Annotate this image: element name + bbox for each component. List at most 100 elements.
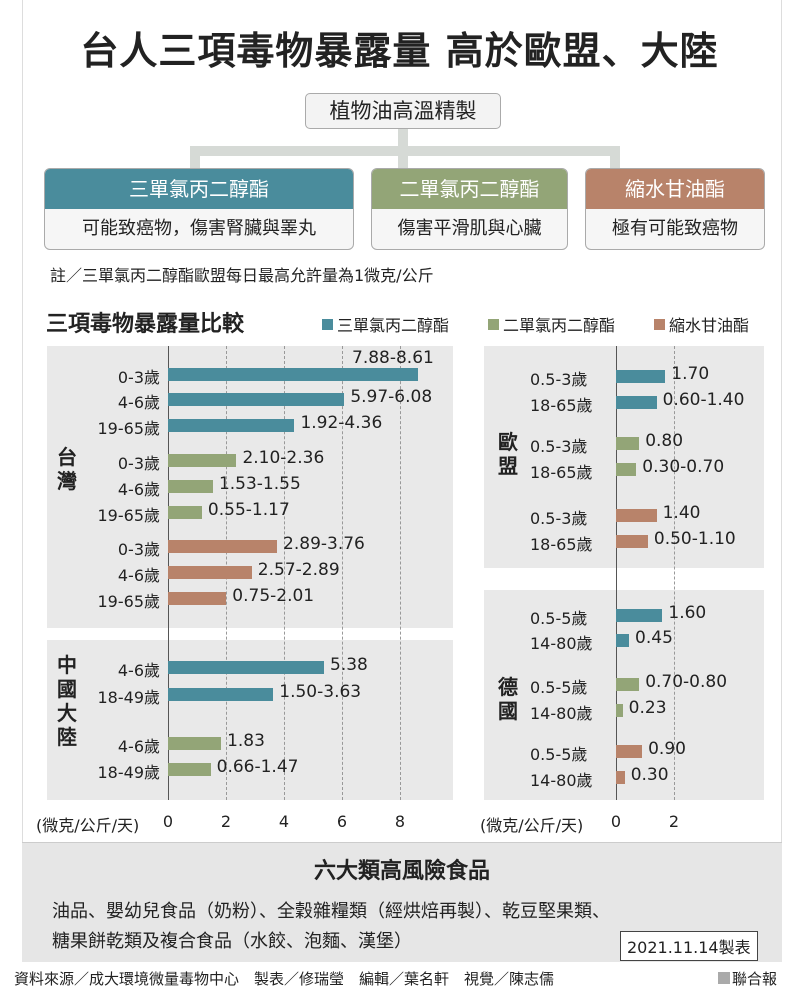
region-label: 台灣: [57, 445, 77, 493]
connector: [398, 146, 408, 170]
row-age-label: 4-6歲: [117, 393, 160, 412]
row-age-label: 4-6歲: [117, 566, 160, 585]
toxin-box-2mcpde: 二單氯丙二醇酯 傷害平滑肌與心臟: [371, 168, 568, 250]
row-age-label: 4-6歲: [117, 737, 160, 756]
chart-title: 三項毒物暴露量比較: [46, 312, 245, 337]
bar-value-label: 0.66-1.47: [216, 757, 299, 777]
bar: [616, 745, 643, 758]
toxin-box-3mcpde: 三單氯丙二醇酯 可能致癌物，傷害腎臟與睪丸: [44, 168, 354, 250]
toxin-effect: 傷害平滑肌與心臟: [397, 218, 542, 239]
row-age-label: 14-80歲: [530, 634, 593, 653]
chart-panel: [484, 346, 764, 568]
brand-name: 聯合報: [732, 970, 778, 988]
toxin-box-ge: 縮水甘油酯 極有可能致癌物: [585, 168, 765, 250]
bar-value-label: 0.55-1.17: [207, 500, 290, 520]
row-age-label: 0.5-3歲: [530, 509, 588, 528]
row-age-label: 18-65歲: [530, 396, 593, 415]
page-title: 台人三項毒物暴露量 高於歐盟、大陸: [80, 29, 719, 73]
x-tick-label: 6: [336, 812, 348, 831]
bar: [168, 454, 237, 467]
bar: [616, 704, 623, 717]
legend-item: 三單氯丙二醇酯: [322, 312, 449, 336]
note: 註／三單氯丙二醇酯歐盟每日最高允許量為1微克/公斤: [50, 266, 434, 285]
row-age-label: 19-65歲: [97, 419, 161, 438]
x-tick-label: 2: [668, 812, 680, 831]
bar-value-label: 5.38: [330, 655, 368, 675]
row-age-label: 19-65歲: [97, 506, 161, 525]
toxin-name: 三單氯丙二醇酯: [45, 169, 353, 209]
foods-line: 油品、嬰幼兒食品（奶粉）、全穀雜糧類（經烘焙再製）、乾豆堅果類、: [52, 901, 610, 922]
bar-value-label: 2.89-3.76: [283, 534, 365, 554]
y-axis-line: [616, 346, 617, 800]
row-age-label: 19-65歲: [97, 592, 161, 611]
row-age-label: 18-49歲: [97, 688, 161, 707]
row-age-label: 0.5-5歲: [530, 678, 588, 697]
bar: [616, 535, 648, 548]
row-age-label: 4-6歲: [117, 480, 160, 499]
bar: [168, 540, 278, 553]
bar: [168, 480, 213, 493]
toxin-name: 二單氯丙二醇酯: [372, 169, 567, 209]
bar-value-label: 0.23: [628, 698, 667, 718]
bar-value-label: 1.50-3.63: [279, 682, 362, 702]
root-process-box: 植物油高溫精製: [305, 93, 501, 129]
foods-line: 糖果餅乾類及複合食品（水餃、泡麵、漢堡）: [52, 931, 412, 952]
row-age-label: 0.5-5歲: [530, 745, 588, 764]
gridline: [284, 346, 285, 800]
region-label: 中國大陸: [57, 653, 77, 749]
bar-value-label: 0.75-2.01: [232, 586, 315, 606]
row-age-label: 0-3歲: [117, 540, 160, 559]
bar-value-label: 0.70-0.80: [645, 672, 728, 692]
legend-swatch: [488, 318, 499, 330]
bar-value-label: 0.45: [635, 628, 673, 648]
bar-value-label: 7.88-8.61: [352, 348, 434, 368]
legend-item: 二單氯丙二醇酯: [488, 312, 615, 336]
legend-label: 二單氯丙二醇酯: [503, 316, 616, 335]
bar: [168, 737, 222, 750]
toxin-effect: 可能致癌物，傷害腎臟與睪丸: [82, 218, 316, 239]
gridline: [342, 346, 343, 800]
bar-value-label: 1.70: [671, 364, 710, 384]
bar: [616, 370, 666, 383]
x-tick-label: 4: [278, 812, 290, 831]
bar: [168, 763, 211, 776]
brand: 聯合報: [718, 968, 777, 989]
bar-value-label: 2.10-2.36: [242, 448, 325, 468]
region-label: 歐盟: [498, 430, 518, 478]
row-age-label: 4-6歲: [117, 661, 160, 680]
bar-value-label: 2.57-2.89: [257, 560, 340, 580]
x-tick-label: 0: [610, 812, 622, 831]
x-tick-label: 0: [162, 812, 174, 831]
row-age-label: 18-65歲: [530, 463, 593, 482]
bar-value-label: 0.30: [630, 765, 669, 785]
credits: 資料來源／成大環境微量毒物中心 製表／修瑞瑩 編輯／葉名軒 視覺／陳志儒: [14, 970, 555, 988]
bar: [616, 509, 657, 522]
bar-value-label: 1.83: [227, 731, 265, 751]
bar: [168, 688, 274, 701]
bar: [168, 419, 295, 432]
bar-value-label: 1.53-1.55: [218, 474, 301, 494]
bar: [616, 609, 663, 622]
x-tick-label: 2: [220, 812, 232, 831]
bar-value-label: 1.40: [662, 503, 701, 523]
legend-swatch: [654, 318, 665, 330]
bar-value-label: 0.30-0.70: [642, 457, 725, 477]
row-age-label: 14-80歲: [530, 704, 593, 723]
bar: [168, 592, 227, 605]
row-age-label: 18-65歲: [530, 535, 593, 554]
bar: [616, 771, 625, 784]
legend-item: 縮水甘油酯: [654, 312, 749, 336]
connector: [398, 129, 408, 151]
bar-value-label: 0.60-1.40: [662, 390, 745, 410]
bar: [616, 463, 637, 476]
high-risk-foods-box: 六大類高風險食品 油品、嬰幼兒食品（奶粉）、全穀雜糧類（經烘焙再製）、乾豆堅果類…: [22, 842, 782, 962]
bar: [616, 396, 657, 409]
toxin-effect: 極有可能致癌物: [612, 218, 738, 239]
row-age-label: 0-3歲: [117, 454, 160, 473]
region-label: 德國: [498, 675, 518, 723]
connector: [190, 146, 200, 170]
legend-swatch: [322, 318, 333, 330]
bar-value-label: 0.50-1.10: [653, 529, 736, 549]
bar: [168, 368, 418, 381]
row-age-label: 0-3歲: [117, 368, 160, 387]
